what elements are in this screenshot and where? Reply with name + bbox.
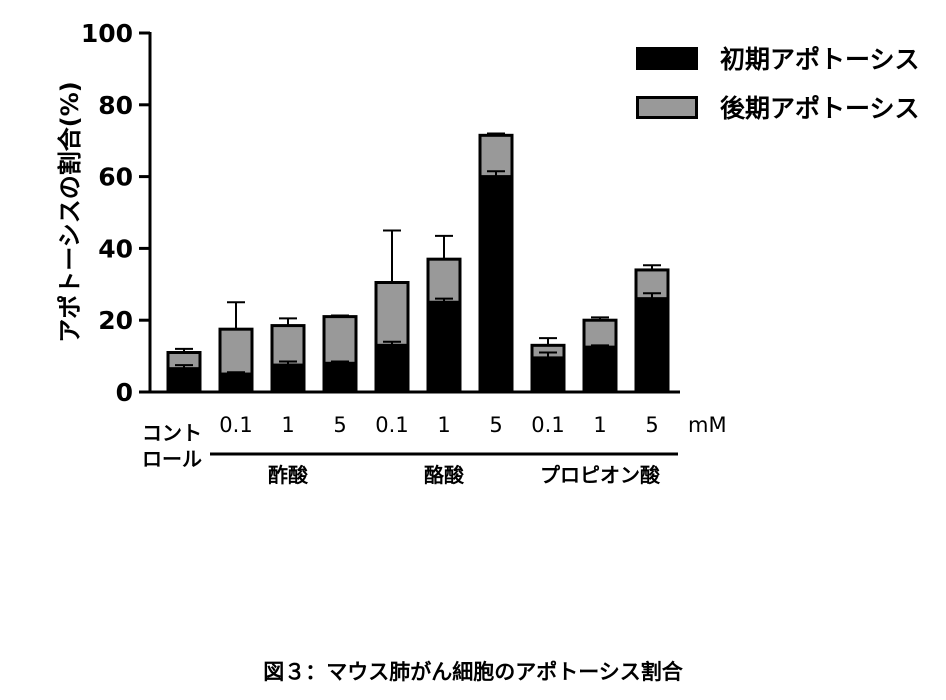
bar-early	[166, 368, 202, 392]
bar-late	[374, 281, 410, 347]
group-label: 酪酸	[424, 463, 465, 487]
control-label-line2: ロール	[142, 447, 202, 471]
bar-late	[218, 327, 254, 376]
bar-early	[218, 374, 254, 392]
y-tick-label: 100	[81, 19, 133, 48]
x-tick-label: 5	[333, 413, 346, 437]
bar-early	[322, 363, 358, 392]
control-label-line1: コント	[142, 421, 202, 445]
bar-early	[374, 345, 410, 392]
bar-early	[270, 365, 306, 392]
y-axis-title: アポトーシスの割合(%)	[56, 81, 84, 343]
y-tick-label: 40	[98, 234, 133, 263]
x-tick-label: 0.1	[219, 413, 252, 437]
bar-early	[478, 176, 514, 392]
bar-late	[322, 315, 358, 365]
x-tick-label: 0.1	[375, 413, 408, 437]
legend-label-early: 初期アポトーシス	[720, 45, 920, 74]
x-tick-label: 1	[281, 413, 294, 437]
x-tick-label: 1	[437, 413, 450, 437]
legend-item-early: 初期アポトーシス	[636, 43, 920, 74]
bar-late	[582, 318, 618, 349]
bar-late	[426, 257, 462, 304]
unit-label: mM	[688, 413, 727, 437]
bar-early	[582, 347, 618, 392]
group-label: 酢酸	[268, 463, 309, 487]
legend-label-late: 後期アポトーシス	[720, 94, 920, 123]
x-tick-label: 5	[489, 413, 502, 437]
bar-late	[478, 133, 514, 179]
figure-caption: 図３：マウス肺がん細胞のアポトーシス割合	[263, 660, 683, 684]
bar-late	[270, 324, 306, 367]
bar-early	[530, 357, 566, 392]
group-label: プロピオン酸	[540, 463, 661, 487]
legend-swatch-late	[636, 95, 698, 119]
y-tick-label: 60	[98, 163, 133, 192]
bar-early	[634, 298, 670, 392]
y-tick-label: 20	[98, 306, 133, 335]
legend-swatch-early	[636, 46, 698, 70]
x-tick-label: 1	[593, 413, 606, 437]
x-tick-label: 5	[645, 413, 658, 437]
legend-item-late: 後期アポトーシス	[636, 92, 920, 123]
y-tick-label: 0	[116, 378, 133, 407]
x-tick-label: 0.1	[531, 413, 564, 437]
bar-early	[426, 302, 462, 392]
y-tick-label: 80	[98, 91, 133, 120]
